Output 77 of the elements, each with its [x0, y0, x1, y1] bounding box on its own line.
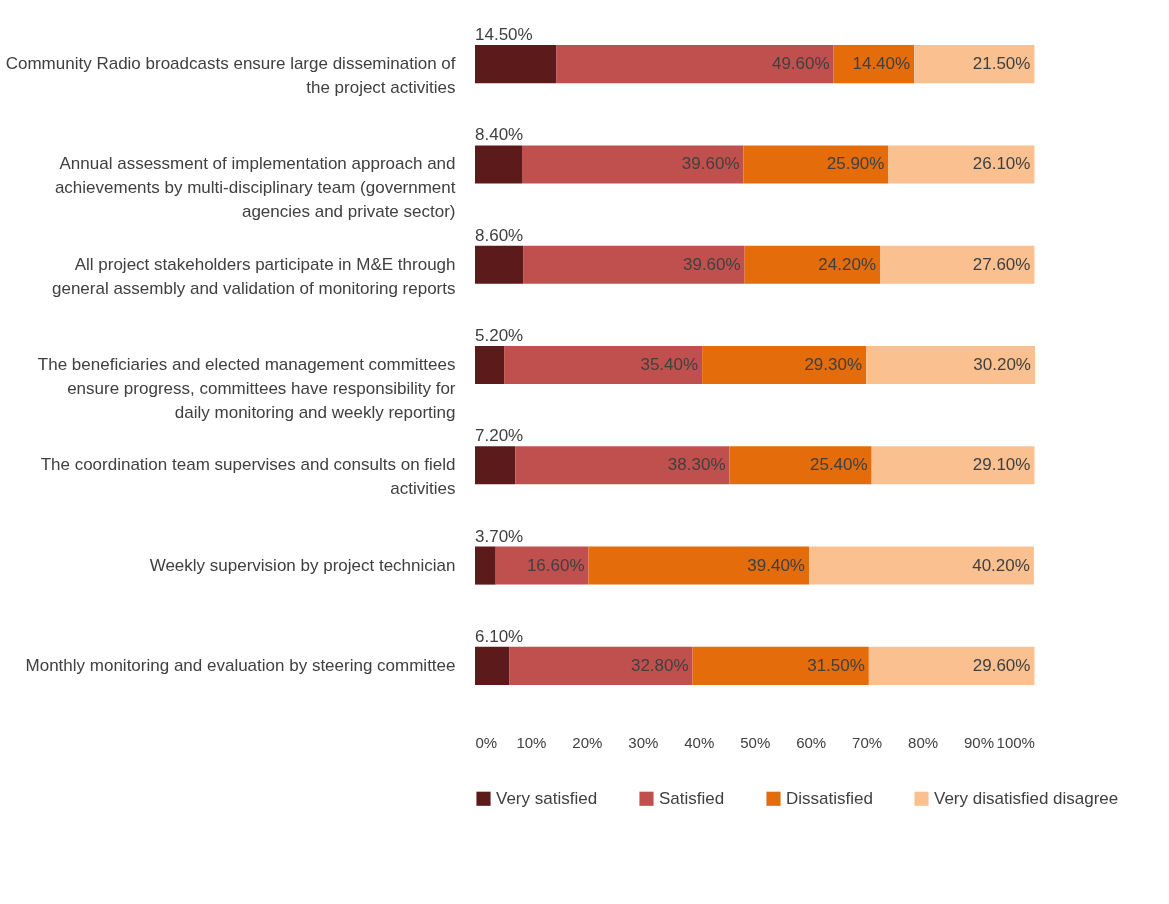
x-tick-label: 0%	[475, 733, 498, 751]
bar	[509, 646, 693, 685]
y-tick-label: Monthly monitoring and evaluation by steering committee	[25, 655, 456, 675]
data-label: 26.10%	[972, 154, 1031, 174]
bar	[504, 345, 703, 385]
bar	[868, 646, 1035, 685]
bar	[871, 446, 1035, 485]
x-tick-label: 90%	[963, 733, 995, 751]
bar	[888, 145, 1035, 184]
data-label: 29.60%	[972, 655, 1031, 675]
data-label: 8.40%	[475, 125, 524, 145]
data-label: 5.20%	[475, 326, 524, 345]
legend-label: Very satisfied	[496, 788, 598, 808]
data-label: 27.60%	[972, 254, 1031, 274]
bar	[588, 546, 809, 585]
x-tick-label: 20%	[572, 733, 603, 751]
bar	[495, 546, 589, 585]
bar	[743, 145, 889, 184]
bar	[880, 245, 1035, 284]
bar	[475, 245, 524, 284]
data-label: 25.40%	[809, 455, 868, 475]
bar	[475, 446, 516, 485]
data-label: 16.60%	[526, 555, 585, 575]
bar	[523, 245, 745, 284]
y-tick-label: The coordination team supervises and consults on field activities	[40, 455, 456, 499]
bar	[702, 345, 867, 385]
y-tick-label: Annual assessment of implementation approach and achievements by multi-disciplinary team (government agencies and private sector)	[54, 154, 456, 222]
data-label: 3.70%	[475, 526, 524, 546]
legend-label: Satisfied	[659, 788, 725, 808]
data-label: 29.30%	[804, 355, 863, 374]
data-label: 39.60%	[682, 254, 741, 274]
y-tick-label: All project stakeholders participate in M&E through general assembly and validation of monitoring reports	[51, 254, 456, 298]
x-tick-label: 60%	[796, 733, 827, 751]
bar	[475, 45, 557, 84]
bar	[692, 646, 869, 685]
data-label: 31.50%	[807, 655, 865, 675]
bar	[475, 546, 496, 585]
x-tick-label: 30%	[628, 733, 659, 751]
x-tick-label: 40%	[684, 733, 715, 751]
x-tick-label: 10%	[516, 733, 547, 751]
data-label: 24.20%	[818, 254, 877, 274]
bar	[729, 446, 872, 485]
legend-label: Very disatisfied disagree	[934, 788, 1119, 808]
bar	[475, 345, 505, 385]
data-label: 7.20%	[475, 426, 524, 446]
bar	[866, 345, 1035, 385]
data-label: 14.40%	[852, 54, 911, 74]
data-label: 35.40%	[640, 355, 699, 374]
data-label: 29.10%	[972, 455, 1031, 475]
data-label: 38.30%	[667, 455, 726, 475]
bar	[475, 646, 510, 685]
x-tick-label: 80%	[908, 733, 939, 751]
data-label: 39.40%	[747, 555, 805, 575]
data-label: 39.60%	[681, 154, 740, 174]
data-label: 21.50%	[972, 54, 1031, 74]
legend-label: Dissatisfied	[786, 788, 873, 808]
x-tick-label: 70%	[852, 733, 883, 751]
x-tick-label: 50%	[740, 733, 771, 751]
data-label: 14.50%	[475, 25, 533, 45]
data-label: 25.90%	[826, 154, 885, 174]
bar	[556, 45, 834, 84]
x-tick-label: 100%	[996, 733, 1035, 751]
data-label: 32.80%	[630, 655, 689, 675]
data-label: 49.60%	[771, 54, 830, 74]
bar	[515, 446, 730, 485]
bar	[521, 145, 744, 184]
y-tick-label: Weekly supervision by project technician	[149, 555, 456, 575]
data-label: 30.20%	[973, 355, 1031, 374]
y-tick-label: Community Radio broadcasts ensure large dissemination of the project activities	[5, 54, 456, 98]
y-tick-label: The beneficiaries and elected management committees ensure progress, committees have responsibility for daily monitoring and weekly reporting	[37, 355, 456, 422]
bar	[914, 45, 1035, 84]
bar	[475, 145, 522, 184]
bar	[744, 245, 881, 284]
bar	[808, 546, 1034, 585]
data-label: 8.60%	[475, 225, 524, 245]
data-label: 6.10%	[475, 626, 524, 646]
data-label: 40.20%	[972, 555, 1030, 575]
